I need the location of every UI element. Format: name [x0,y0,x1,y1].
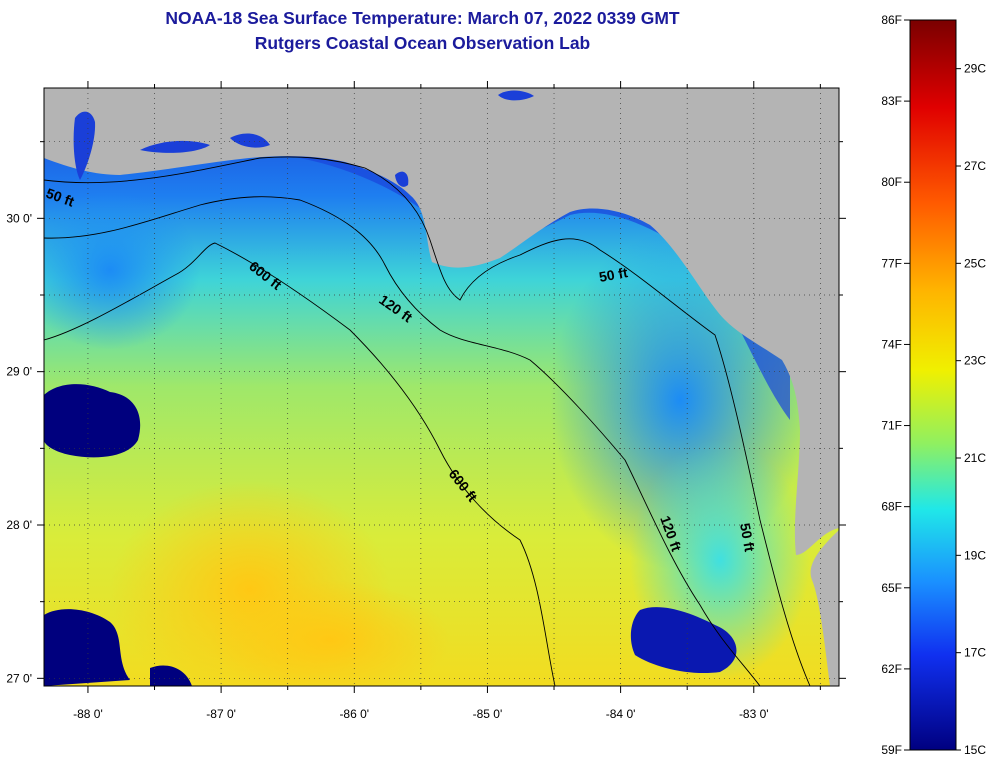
colorbar [909,19,957,751]
cloud-patch [630,607,737,674]
contour-label: 50 ft [598,264,629,285]
pensacola-bay [140,140,210,153]
colorbar-c-label: 25C [964,256,986,270]
lat-label: 30 0' [6,211,32,225]
colorbar-f-label: 71F [881,419,902,433]
cloud-patch [150,665,192,686]
colorbar-f-label: 86F [881,13,902,27]
lon-label: -85 0' [473,707,503,721]
lon-label: -86 0' [339,707,369,721]
cool-water-band [44,190,200,350]
contour-label: 50 ft [737,522,758,553]
colorbar-f-label: 83F [881,94,902,108]
colorbar-c-label: 29C [964,62,986,76]
colorbar-c-label: 17C [964,646,986,660]
colorbar-f-label: 80F [881,175,902,189]
apalachicola-bay [395,171,409,187]
map-area: 50 ft 600 ft 120 ft 50 ft 600 ft 120 ft … [44,88,839,686]
map-axes: -88 0' -87 0' -86 0' -85 0' -84 0' -83 0' 30 0… [6,81,846,721]
colorbar-labels: 86F 83F 80F 77F 74F 71F 68F 65F 62F 59F 29C 27C 25C 2… [881,13,986,757]
lat-label: 27 0' [6,671,32,685]
contour-50ft [44,156,811,686]
colorbar-f-label: 74F [881,337,902,351]
lon-label: -87 0' [206,707,236,721]
contour-120ft [44,196,761,686]
lon-label: -88 0' [73,707,103,721]
map-subtitle: Rutgers Coastal Ocean Observation Lab [254,33,591,53]
lat-label: 28 0' [6,518,32,532]
cloud-patch [44,384,141,458]
map-border [43,87,840,687]
lat-label: 29 0' [6,365,32,379]
contour-600ft [44,242,556,686]
inland-lake [498,90,534,101]
colorbar-f-label: 65F [881,581,902,595]
colorbar-c-label: 21C [964,451,986,465]
colorbar-c-label: 27C [964,159,986,173]
colorbar-c-label: 19C [964,548,986,562]
colorbar-f-label: 77F [881,256,902,270]
colorbar-f-label: 59F [881,743,902,757]
warm-water-patch [210,580,450,686]
choctawhatchee-bay [230,133,270,148]
colorbar-c-label: 15C [964,743,986,757]
land-florida-gulf-coast [44,88,839,555]
mobile-bay [73,111,96,180]
lon-label: -84 0' [606,707,636,721]
land-southwest-florida [810,530,839,686]
lon-label: -83 0' [739,707,769,721]
colorbar-c-label: 23C [964,354,986,368]
colorbar-f-label: 62F [881,662,902,676]
map-title: NOAA-18 Sea Surface Temperature: March 0… [165,8,680,28]
colorbar-f-label: 68F [881,500,902,514]
cloud-patch [44,609,130,686]
